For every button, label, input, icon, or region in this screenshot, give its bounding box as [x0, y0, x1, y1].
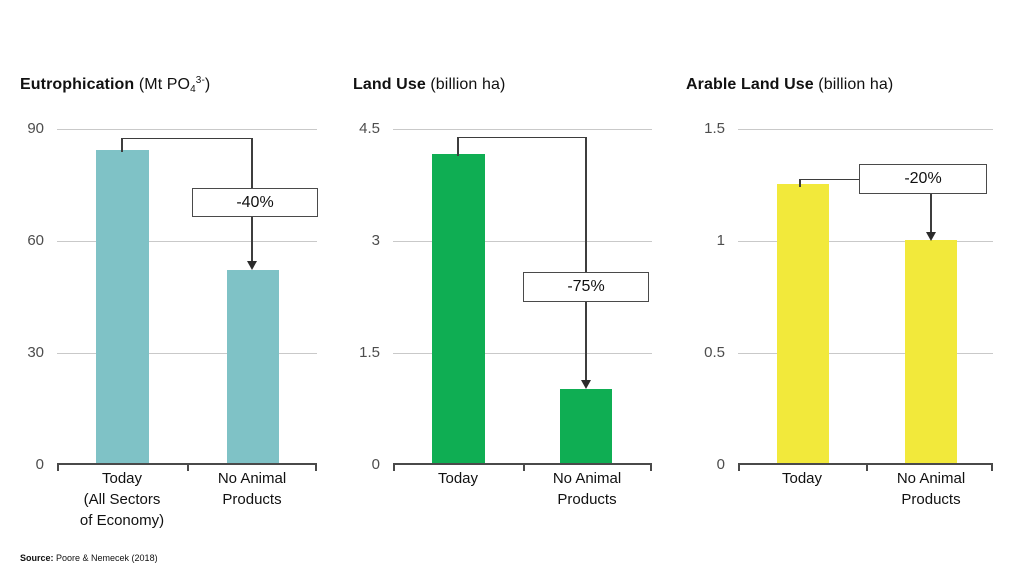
y-tick-label: 30	[27, 344, 44, 361]
title-superscript: 3-	[195, 75, 205, 86]
category-label-today: Today	[781, 470, 823, 487]
y-tick-label: 90	[27, 120, 44, 137]
annotation-bracket-stub	[121, 138, 123, 152]
axis-tick	[393, 465, 395, 471]
plot-area-land-use	[393, 129, 652, 471]
bar-today	[96, 150, 149, 464]
source-note: Source: Poore & Nemecek (2018)	[20, 553, 158, 563]
y-tick-label: 60	[27, 232, 44, 249]
bar-today	[432, 154, 485, 464]
annotation-label: -75%	[567, 278, 605, 295]
y-tick-label: 1.5	[704, 120, 725, 137]
annotation-arrow-line	[585, 137, 587, 381]
axis-tick	[866, 465, 868, 471]
annotation-label: -20%	[904, 170, 942, 187]
gridline	[393, 241, 652, 242]
annotation-label-box: -20%	[859, 164, 987, 194]
title-unit-text: (Mt PO	[134, 76, 191, 93]
arrow-down-icon	[247, 261, 257, 270]
bar-today	[777, 184, 829, 464]
axis-tick	[738, 465, 740, 471]
bar-no-animal-products	[560, 389, 612, 464]
y-tick-label: 0	[371, 456, 380, 473]
annotation-label-box: -75%	[523, 272, 649, 302]
annotation-label: -40%	[236, 193, 274, 211]
gridline	[738, 353, 993, 354]
source-label: Source:	[20, 553, 54, 563]
gridline	[393, 129, 652, 130]
category-label-no-animal-products: No Animal Products	[552, 470, 622, 508]
y-tick-label: 3	[371, 232, 380, 249]
annotation-bracket-top	[458, 136, 587, 138]
annotation-bracket-stub	[799, 179, 801, 187]
axis-tick	[187, 465, 189, 471]
title-unit-text: (billion ha)	[813, 76, 894, 93]
annotation-bracket-top	[800, 178, 859, 180]
title-bold-text: Land Use	[353, 76, 426, 93]
x-axis	[393, 463, 652, 465]
chart-title-eutrophication: Eutrophication (Mt PO43-)	[20, 75, 210, 95]
axis-tick	[523, 465, 525, 471]
annotation-bracket-stub	[457, 137, 459, 156]
category-label-no-animal-products: No Animal Products	[217, 470, 287, 508]
category-label-today: Today (All Sectors of Economy)	[79, 470, 165, 529]
x-axis	[57, 463, 317, 465]
y-tick-label: 1	[716, 232, 725, 249]
chart-title-arable-land-use: Arable Land Use (billion ha)	[686, 75, 893, 95]
title-subscript: 4	[190, 84, 196, 95]
title-bold-text: Arable Land Use	[686, 76, 814, 93]
x-axis	[738, 463, 993, 465]
y-tick-label: 0	[35, 456, 44, 473]
gridline	[57, 129, 317, 130]
arrow-down-icon	[581, 380, 591, 389]
gridline	[738, 241, 993, 242]
bar-no-animal-products	[905, 240, 957, 464]
axis-tick	[991, 465, 993, 471]
annotation-bracket-top	[122, 137, 253, 139]
plot-area-arable-land-use	[738, 129, 993, 471]
chart-title-land-use: Land Use (billion ha)	[353, 75, 505, 95]
title-unit-close: )	[204, 76, 211, 93]
title-bold-text: Eutrophication	[20, 76, 135, 93]
source-text: Poore & Nemecek (2018)	[53, 553, 158, 563]
bar-no-animal-products	[227, 269, 279, 464]
axis-tick	[315, 465, 317, 471]
annotation-arrow-line	[930, 194, 932, 233]
gridline	[393, 353, 652, 354]
title-unit-text: (billion ha)	[425, 76, 506, 93]
arrow-down-icon	[926, 232, 936, 241]
category-label-today: Today	[437, 470, 479, 487]
y-tick-label: 1.5	[359, 344, 380, 361]
category-label-no-animal-products: No Animal Products	[896, 470, 966, 508]
gridline	[57, 353, 317, 354]
y-tick-label: 0.5	[704, 344, 725, 361]
y-tick-label: 0	[716, 456, 725, 473]
plot-area-eutrophication	[57, 129, 317, 471]
axis-tick	[57, 465, 59, 471]
axis-tick	[650, 465, 652, 471]
gridline	[738, 129, 993, 130]
y-tick-label: 4.5	[359, 120, 380, 137]
annotation-label-box: -40%	[192, 188, 318, 217]
gridline	[57, 241, 317, 242]
